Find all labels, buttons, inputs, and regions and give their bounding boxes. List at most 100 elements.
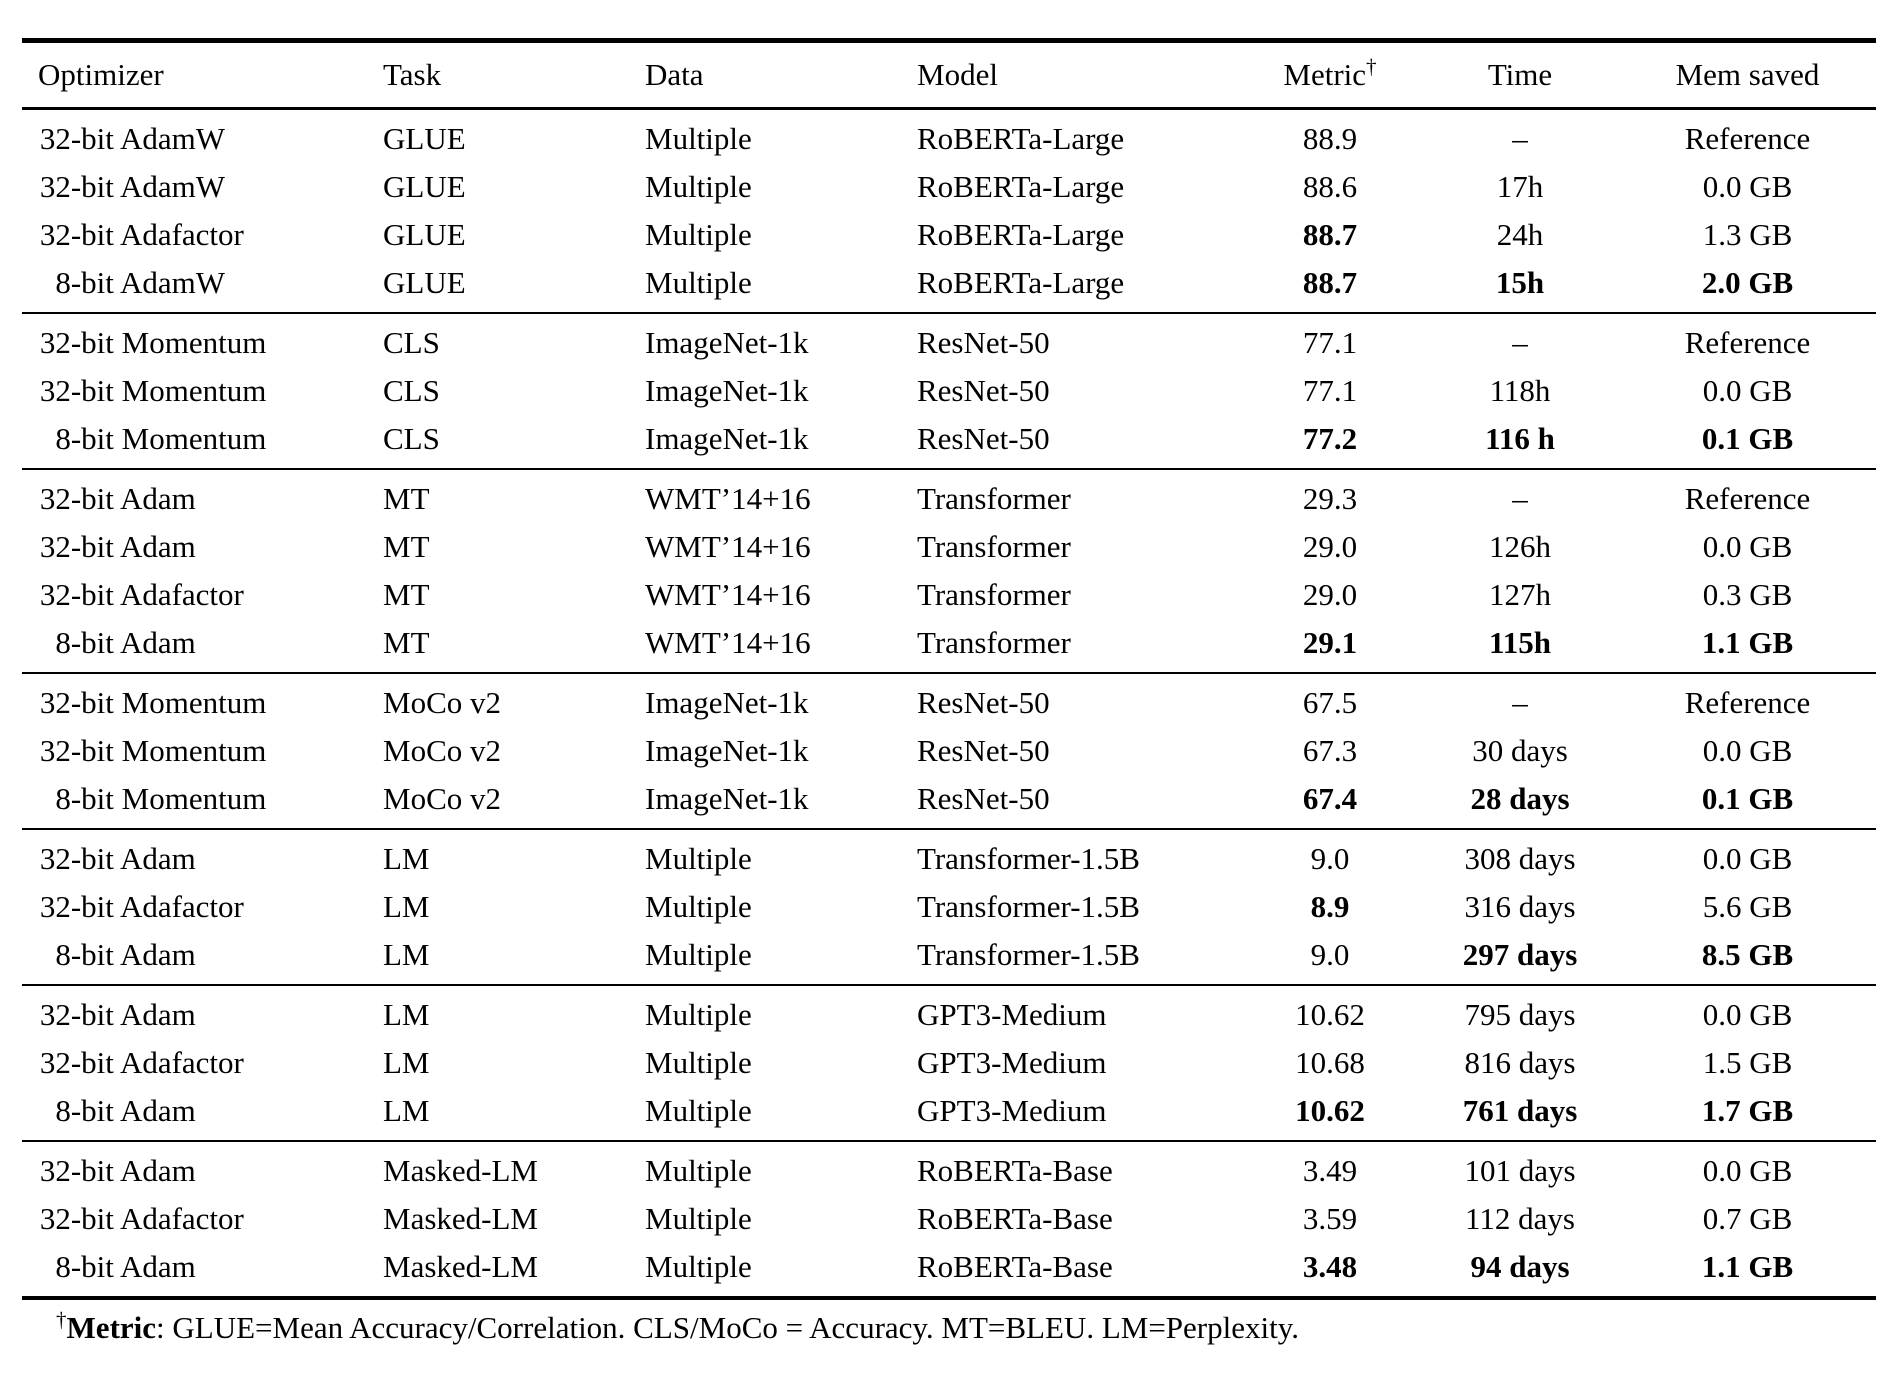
cell-metric: 88.7 — [1302, 265, 1358, 300]
cell-mem-saved: 1.7 GB — [1701, 1093, 1794, 1128]
results-table: Optimizer Task Data Model Metric† Time M… — [22, 38, 1876, 1300]
cell-time: – — [1512, 121, 1528, 156]
cell-time: 126h — [1489, 529, 1551, 564]
cell-optimizer: 8-bit Adam — [38, 1093, 383, 1129]
cell-metric: 67.3 — [1302, 733, 1358, 768]
table-row: 8-bit Adam Masked-LM Multiple RoBERTa-Ba… — [22, 1243, 1876, 1291]
cell-optimizer: 8-bit Adam — [38, 937, 383, 973]
table-row: 32-bit Adafactor Masked-LM Multiple RoBE… — [22, 1195, 1876, 1243]
cell-model: ResNet-50 — [917, 781, 1050, 816]
cell-time: – — [1512, 481, 1528, 516]
optimizer-bit-number: 8 — [55, 1249, 71, 1284]
optimizer-name: -bit Momentum — [70, 733, 267, 768]
cell-task: Masked-LM — [383, 1153, 538, 1188]
cell-mem-saved: 2.0 GB — [1701, 265, 1794, 300]
optimizer-bit-number: 8 — [55, 625, 71, 660]
cell-optimizer: 32-bit Momentum — [38, 733, 383, 769]
table-row: 32-bit Adam LM Multiple Transformer-1.5B… — [22, 835, 1876, 883]
cell-optimizer: 32-bit Adafactor — [38, 1045, 383, 1081]
optimizer-name: -bit Adam — [70, 481, 196, 516]
optimizer-name: -bit Adam — [70, 937, 196, 972]
row-group-cls-imagenet-resnet50: 32-bit Momentum CLS ImageNet-1k ResNet-5… — [22, 314, 1876, 470]
cell-task: MT — [383, 577, 430, 612]
optimizer-name: -bit Adam — [70, 1153, 196, 1188]
cell-task: GLUE — [383, 265, 466, 300]
column-header-metric: Metric† — [1250, 56, 1410, 93]
cell-time: – — [1512, 325, 1528, 360]
cell-data: Multiple — [645, 937, 752, 972]
cell-task: Masked-LM — [383, 1201, 538, 1236]
cell-mem-saved: Reference — [1684, 325, 1811, 360]
cell-time: 15h — [1495, 265, 1545, 300]
cell-metric: 67.4 — [1302, 781, 1358, 816]
cell-time: 28 days — [1470, 781, 1570, 816]
cell-metric: 9.0 — [1310, 937, 1350, 972]
cell-model: ResNet-50 — [917, 685, 1050, 720]
table-row: 32-bit Adam Masked-LM Multiple RoBERTa-B… — [22, 1147, 1876, 1195]
cell-optimizer: 32-bit Momentum — [38, 685, 383, 721]
cell-task: LM — [383, 1093, 430, 1128]
optimizer-name: -bit Adafactor — [70, 217, 244, 252]
optimizer-bit-number: 32 — [39, 841, 71, 876]
cell-model: Transformer — [917, 481, 1071, 516]
cell-task: MoCo v2 — [383, 733, 501, 768]
cell-task: MT — [383, 625, 430, 660]
cell-time: 761 days — [1462, 1093, 1578, 1128]
cell-optimizer: 32-bit Adafactor — [38, 577, 383, 613]
column-header-data: Data — [645, 57, 704, 92]
table-header-row: Optimizer Task Data Model Metric† Time M… — [22, 43, 1876, 110]
cell-time: 308 days — [1464, 841, 1576, 876]
row-group-mt-wmt-transformer: 32-bit Adam MT WMT’14+16 Transformer 29.… — [22, 470, 1876, 674]
cell-mem-saved: 1.3 GB — [1702, 217, 1793, 252]
cell-mem-saved: 0.3 GB — [1702, 577, 1793, 612]
table-row: 32-bit AdamW GLUE Multiple RoBERTa-Large… — [22, 163, 1876, 211]
cell-metric: 67.5 — [1302, 685, 1358, 720]
cell-metric: 9.0 — [1310, 841, 1350, 876]
optimizer-bit-number: 32 — [39, 889, 71, 924]
cell-time: 297 days — [1462, 937, 1578, 972]
cell-time: 127h — [1489, 577, 1551, 612]
cell-mem-saved: Reference — [1684, 685, 1811, 720]
cell-time: 316 days — [1464, 889, 1576, 924]
cell-model: RoBERTa-Large — [917, 265, 1125, 300]
optimizer-name: -bit Momentum — [70, 781, 267, 816]
cell-data: Multiple — [645, 1249, 752, 1284]
cell-task: MoCo v2 — [383, 781, 501, 816]
cell-metric: 77.2 — [1302, 421, 1358, 456]
cell-optimizer: 32-bit Adam — [38, 1153, 383, 1189]
cell-model: Transformer-1.5B — [917, 841, 1140, 876]
optimizer-bit-number: 32 — [39, 685, 71, 720]
cell-metric: 10.68 — [1295, 1045, 1365, 1080]
cell-task: LM — [383, 889, 430, 924]
cell-data: ImageNet-1k — [645, 373, 809, 408]
optimizer-bit-number: 32 — [39, 997, 71, 1032]
cell-task: GLUE — [383, 169, 466, 204]
cell-optimizer: 8-bit Adam — [38, 1249, 383, 1285]
row-group-masked-lm-roberta-base: 32-bit Adam Masked-LM Multiple RoBERTa-B… — [22, 1142, 1876, 1296]
cell-metric: 29.0 — [1302, 577, 1358, 612]
cell-metric: 3.49 — [1302, 1153, 1358, 1188]
cell-mem-saved: 1.5 GB — [1702, 1045, 1793, 1080]
cell-metric: 8.9 — [1310, 889, 1350, 924]
row-group-lm-gpt3-medium: 32-bit Adam LM Multiple GPT3-Medium 10.6… — [22, 986, 1876, 1142]
cell-data: WMT’14+16 — [645, 481, 811, 516]
table-row: 8-bit AdamW GLUE Multiple RoBERTa-Large … — [22, 259, 1876, 307]
cell-time: 94 days — [1470, 1249, 1570, 1284]
optimizer-bit-number: 8 — [55, 937, 71, 972]
cell-mem-saved: 0.0 GB — [1702, 997, 1793, 1032]
cell-time: 101 days — [1464, 1153, 1576, 1188]
cell-optimizer: 8-bit Adam — [38, 625, 383, 661]
cell-task: LM — [383, 937, 430, 972]
cell-data: ImageNet-1k — [645, 781, 809, 816]
cell-mem-saved: 0.7 GB — [1702, 1201, 1793, 1236]
cell-optimizer: 8-bit Momentum — [38, 781, 383, 817]
cell-model: GPT3-Medium — [917, 1093, 1107, 1128]
optimizer-name: -bit AdamW — [70, 169, 225, 204]
cell-data: ImageNet-1k — [645, 325, 809, 360]
cell-optimizer: 8-bit Momentum — [38, 421, 383, 457]
optimizer-bit-number: 32 — [39, 1153, 71, 1188]
cell-data: WMT’14+16 — [645, 529, 811, 564]
cell-model: Transformer-1.5B — [917, 937, 1140, 972]
cell-task: LM — [383, 1045, 430, 1080]
table-row: 32-bit Adam LM Multiple GPT3-Medium 10.6… — [22, 991, 1876, 1039]
